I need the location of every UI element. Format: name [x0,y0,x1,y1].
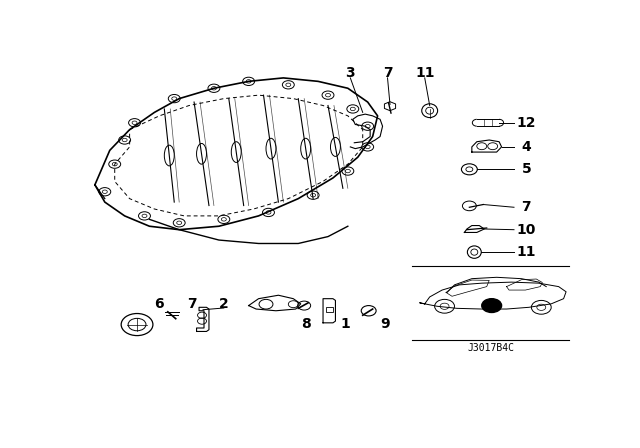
Text: 11: 11 [516,245,536,259]
Text: 10: 10 [516,223,536,237]
Text: 5: 5 [522,162,531,177]
Text: 7: 7 [383,66,392,80]
Text: 3: 3 [346,66,355,80]
Text: 9: 9 [380,317,390,331]
Text: 8: 8 [301,317,310,331]
Circle shape [482,299,502,313]
Text: 1: 1 [340,317,350,331]
Text: 6: 6 [154,297,164,311]
Text: 2: 2 [219,297,228,311]
Text: 7: 7 [522,200,531,214]
Text: 4: 4 [522,140,531,154]
Text: 11: 11 [415,66,435,80]
Text: 7: 7 [187,297,196,311]
Text: J3017B4C: J3017B4C [467,343,514,353]
Text: 12: 12 [516,116,536,130]
